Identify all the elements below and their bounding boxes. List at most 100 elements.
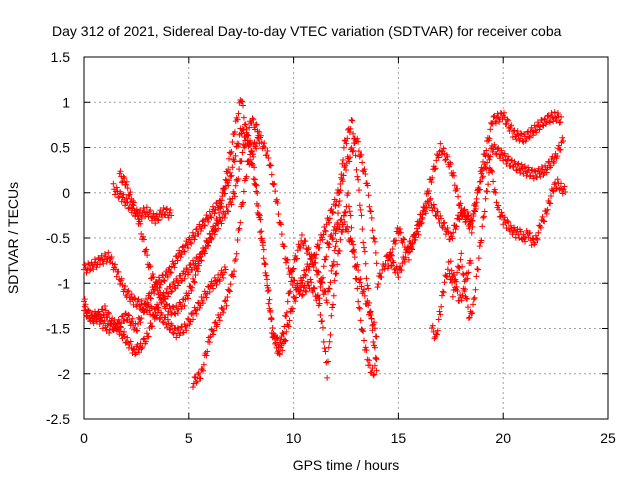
- data-point: [166, 303, 173, 310]
- data-point: [270, 330, 277, 337]
- data-point: [404, 244, 411, 251]
- data-point: [171, 284, 178, 291]
- data-point: [276, 351, 283, 358]
- data-point: [319, 236, 326, 243]
- data-point: [345, 228, 352, 235]
- data-point: [336, 189, 343, 196]
- data-point: [115, 268, 122, 275]
- data-point: [184, 322, 191, 329]
- data-point: [137, 207, 144, 214]
- grid: [84, 57, 608, 419]
- data-point: [355, 304, 362, 311]
- data-point: [345, 190, 352, 197]
- data-point: [324, 374, 331, 381]
- data-point: [222, 190, 229, 197]
- data-point: [187, 261, 194, 268]
- data-point: [232, 256, 239, 263]
- data-point: [366, 362, 373, 369]
- data-point: [431, 205, 438, 212]
- data-point: [101, 250, 108, 257]
- data-point: [86, 315, 93, 322]
- data-point: [520, 231, 527, 238]
- data-point: [435, 154, 442, 161]
- data-point: [194, 378, 201, 385]
- data-point: [149, 270, 156, 277]
- data-point: [488, 167, 495, 174]
- axis-ticks: 0 5 10 15 20 25 -2.5 -2 -1.5 -1 -0.5 0 0.5 1 1.5: [46, 49, 616, 446]
- data-point: [370, 234, 377, 241]
- data-point: [332, 230, 339, 237]
- data-point: [322, 228, 329, 235]
- data-point: [100, 260, 107, 267]
- data-point: [388, 252, 395, 259]
- data-point: [117, 280, 124, 287]
- data-point: [496, 155, 503, 162]
- data-point: [254, 189, 261, 196]
- data-point: [470, 301, 477, 308]
- data-point: [210, 285, 217, 292]
- data-point: [204, 290, 211, 297]
- y-tick-label: -0.5: [46, 230, 70, 246]
- data-point: [322, 348, 329, 355]
- data-point: [553, 117, 560, 124]
- data-point: [528, 242, 535, 249]
- data-point: [532, 239, 539, 246]
- data-point: [353, 166, 360, 173]
- data-point: [458, 250, 465, 257]
- data-point: [324, 358, 331, 365]
- data-point: [225, 208, 232, 215]
- data-point: [496, 213, 503, 220]
- data-point: [138, 315, 145, 322]
- data-point: [526, 134, 533, 141]
- data-point: [179, 244, 186, 251]
- data-point: [339, 178, 346, 185]
- data-point: [189, 229, 196, 236]
- data-point: [169, 303, 176, 310]
- data-point: [429, 174, 436, 181]
- data-point: [288, 308, 295, 315]
- data-point: [172, 310, 179, 317]
- data-point: [198, 257, 205, 264]
- data-point: [201, 222, 208, 229]
- data-point: [215, 225, 222, 232]
- data-point: [101, 317, 108, 324]
- data-point: [241, 121, 248, 128]
- data-point: [392, 237, 399, 244]
- data-point: [535, 165, 542, 172]
- data-point: [217, 217, 224, 224]
- data-point: [116, 193, 123, 200]
- data-point: [358, 151, 365, 158]
- data-point: [496, 118, 503, 125]
- data-point: [156, 316, 163, 323]
- data-point: [454, 269, 461, 276]
- data-point: [287, 288, 294, 295]
- data-point: [172, 285, 179, 292]
- data-point: [199, 251, 206, 258]
- data-point: [227, 281, 234, 288]
- data-point: [487, 126, 494, 133]
- data-point: [164, 274, 171, 281]
- data-point: [243, 129, 250, 136]
- data-point: [134, 327, 141, 334]
- data-point: [161, 211, 168, 218]
- data-point: [162, 296, 169, 303]
- data-point: [440, 145, 447, 152]
- data-point: [228, 148, 235, 155]
- data-point: [283, 313, 290, 320]
- data-point: [106, 329, 113, 336]
- data-point: [427, 195, 434, 202]
- data-point: [180, 268, 187, 275]
- data-point: [558, 113, 565, 120]
- data-point: [527, 229, 534, 236]
- data-point: [227, 173, 234, 180]
- data-point: [343, 167, 349, 174]
- data-point: [367, 208, 374, 215]
- data-point: [164, 205, 171, 212]
- data-point: [133, 207, 140, 214]
- data-point: [286, 317, 293, 324]
- data-point: [491, 141, 498, 148]
- data-point: [213, 220, 220, 227]
- data-point: [350, 130, 357, 137]
- data-point: [160, 290, 167, 297]
- data-point: [169, 329, 176, 336]
